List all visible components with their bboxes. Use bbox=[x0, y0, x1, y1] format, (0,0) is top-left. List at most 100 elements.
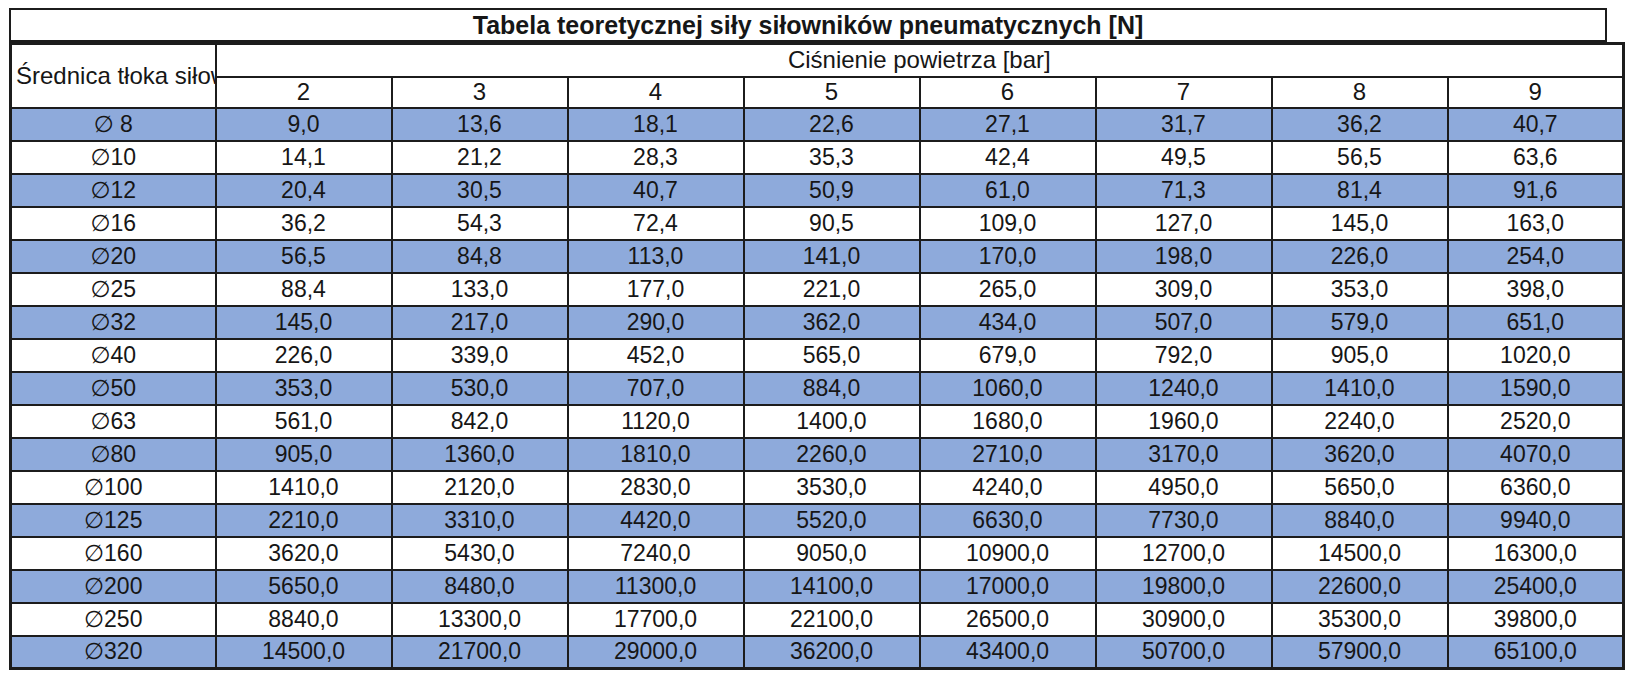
value-cell: 28,3 bbox=[568, 141, 744, 174]
value-cell: 19800,0 bbox=[1096, 570, 1272, 603]
diameter-column-header: Średnica tłoka siłownika bbox=[11, 44, 216, 108]
value-cell: 12700,0 bbox=[1096, 537, 1272, 570]
value-cell: 91,6 bbox=[1448, 174, 1624, 207]
diameter-cell: ∅200 bbox=[11, 570, 216, 603]
value-cell: 63,6 bbox=[1448, 141, 1624, 174]
value-cell: 145,0 bbox=[216, 306, 392, 339]
pressure-group-header: Ciśnienie powietrza [bar] bbox=[216, 44, 1624, 77]
table-row: ∅1014,121,228,335,342,449,556,563,6 bbox=[11, 141, 1624, 174]
value-cell: 71,3 bbox=[1096, 174, 1272, 207]
value-cell: 14,1 bbox=[216, 141, 392, 174]
value-cell: 5650,0 bbox=[216, 570, 392, 603]
value-cell: 42,4 bbox=[920, 141, 1096, 174]
value-cell: 1360,0 bbox=[392, 438, 568, 471]
value-cell: 398,0 bbox=[1448, 273, 1624, 306]
table-row: ∅32014500,021700,029000,036200,043400,05… bbox=[11, 636, 1624, 669]
value-cell: 27,1 bbox=[920, 108, 1096, 141]
value-cell: 57900,0 bbox=[1272, 636, 1448, 669]
table-row: ∅50353,0530,0707,0884,01060,01240,01410,… bbox=[11, 372, 1624, 405]
value-cell: 50,9 bbox=[744, 174, 920, 207]
value-cell: 8840,0 bbox=[216, 603, 392, 636]
value-cell: 39800,0 bbox=[1448, 603, 1624, 636]
value-cell: 221,0 bbox=[744, 273, 920, 306]
value-cell: 9,0 bbox=[216, 108, 392, 141]
value-cell: 10900,0 bbox=[920, 537, 1096, 570]
table-row: ∅ 89,013,618,122,627,131,736,240,7 bbox=[11, 108, 1624, 141]
pressure-column-header: 9 bbox=[1448, 77, 1624, 108]
value-cell: 81,4 bbox=[1272, 174, 1448, 207]
value-cell: 30,5 bbox=[392, 174, 568, 207]
table-row: ∅40226,0339,0452,0565,0679,0792,0905,010… bbox=[11, 339, 1624, 372]
value-cell: 1060,0 bbox=[920, 372, 1096, 405]
value-cell: 5650,0 bbox=[1272, 471, 1448, 504]
table-row: ∅1001410,02120,02830,03530,04240,04950,0… bbox=[11, 471, 1624, 504]
value-cell: 452,0 bbox=[568, 339, 744, 372]
value-cell: 49,5 bbox=[1096, 141, 1272, 174]
value-cell: 11300,0 bbox=[568, 570, 744, 603]
value-cell: 21,2 bbox=[392, 141, 568, 174]
value-cell: 792,0 bbox=[1096, 339, 1272, 372]
table-row: ∅63561,0842,01120,01400,01680,01960,0224… bbox=[11, 405, 1624, 438]
group-header-row: Średnica tłoka siłownika Ciśnienie powie… bbox=[11, 44, 1624, 77]
value-cell: 14100,0 bbox=[744, 570, 920, 603]
value-cell: 1020,0 bbox=[1448, 339, 1624, 372]
value-cell: 35,3 bbox=[744, 141, 920, 174]
table-body: ∅ 89,013,618,122,627,131,736,240,7∅1014,… bbox=[11, 108, 1624, 669]
value-cell: 56,5 bbox=[1272, 141, 1448, 174]
table-row: ∅1603620,05430,07240,09050,010900,012700… bbox=[11, 537, 1624, 570]
diameter-cell: ∅160 bbox=[11, 537, 216, 570]
diameter-cell: ∅10 bbox=[11, 141, 216, 174]
value-cell: 7730,0 bbox=[1096, 504, 1272, 537]
value-cell: 141,0 bbox=[744, 240, 920, 273]
value-cell: 17700,0 bbox=[568, 603, 744, 636]
value-cell: 290,0 bbox=[568, 306, 744, 339]
value-cell: 1960,0 bbox=[1096, 405, 1272, 438]
value-cell: 679,0 bbox=[920, 339, 1096, 372]
value-cell: 353,0 bbox=[216, 372, 392, 405]
value-cell: 6360,0 bbox=[1448, 471, 1624, 504]
table-title: Tabela teoretycznej siły siłowników pneu… bbox=[9, 8, 1607, 42]
value-cell: 3170,0 bbox=[1096, 438, 1272, 471]
value-cell: 36,2 bbox=[216, 207, 392, 240]
value-cell: 5520,0 bbox=[744, 504, 920, 537]
pressure-column-header: 7 bbox=[1096, 77, 1272, 108]
value-cell: 561,0 bbox=[216, 405, 392, 438]
diameter-cell: ∅320 bbox=[11, 636, 216, 669]
diameter-cell: ∅100 bbox=[11, 471, 216, 504]
value-cell: 13,6 bbox=[392, 108, 568, 141]
value-cell: 905,0 bbox=[216, 438, 392, 471]
value-cell: 2210,0 bbox=[216, 504, 392, 537]
value-cell: 4950,0 bbox=[1096, 471, 1272, 504]
value-cell: 17000,0 bbox=[920, 570, 1096, 603]
value-cell: 2710,0 bbox=[920, 438, 1096, 471]
pressure-column-header: 3 bbox=[392, 77, 568, 108]
value-cell: 61,0 bbox=[920, 174, 1096, 207]
value-cell: 13300,0 bbox=[392, 603, 568, 636]
value-cell: 40,7 bbox=[568, 174, 744, 207]
value-cell: 35300,0 bbox=[1272, 603, 1448, 636]
value-cell: 90,5 bbox=[744, 207, 920, 240]
value-cell: 707,0 bbox=[568, 372, 744, 405]
value-cell: 1410,0 bbox=[1272, 372, 1448, 405]
value-cell: 3310,0 bbox=[392, 504, 568, 537]
value-cell: 4240,0 bbox=[920, 471, 1096, 504]
value-cell: 2830,0 bbox=[568, 471, 744, 504]
value-cell: 507,0 bbox=[1096, 306, 1272, 339]
document-page: Tabela teoretycznej siły siłowników pneu… bbox=[0, 0, 1630, 676]
diameter-cell: ∅32 bbox=[11, 306, 216, 339]
value-cell: 56,5 bbox=[216, 240, 392, 273]
value-cell: 1410,0 bbox=[216, 471, 392, 504]
value-cell: 2120,0 bbox=[392, 471, 568, 504]
value-cell: 14500,0 bbox=[216, 636, 392, 669]
diameter-cell: ∅80 bbox=[11, 438, 216, 471]
value-cell: 3620,0 bbox=[216, 537, 392, 570]
value-cell: 1590,0 bbox=[1448, 372, 1624, 405]
value-cell: 339,0 bbox=[392, 339, 568, 372]
pressure-values-row: 23456789 bbox=[11, 77, 1624, 108]
value-cell: 1810,0 bbox=[568, 438, 744, 471]
table-row: ∅2056,584,8113,0141,0170,0198,0226,0254,… bbox=[11, 240, 1624, 273]
diameter-cell: ∅20 bbox=[11, 240, 216, 273]
value-cell: 2520,0 bbox=[1448, 405, 1624, 438]
diameter-cell: ∅40 bbox=[11, 339, 216, 372]
value-cell: 72,4 bbox=[568, 207, 744, 240]
